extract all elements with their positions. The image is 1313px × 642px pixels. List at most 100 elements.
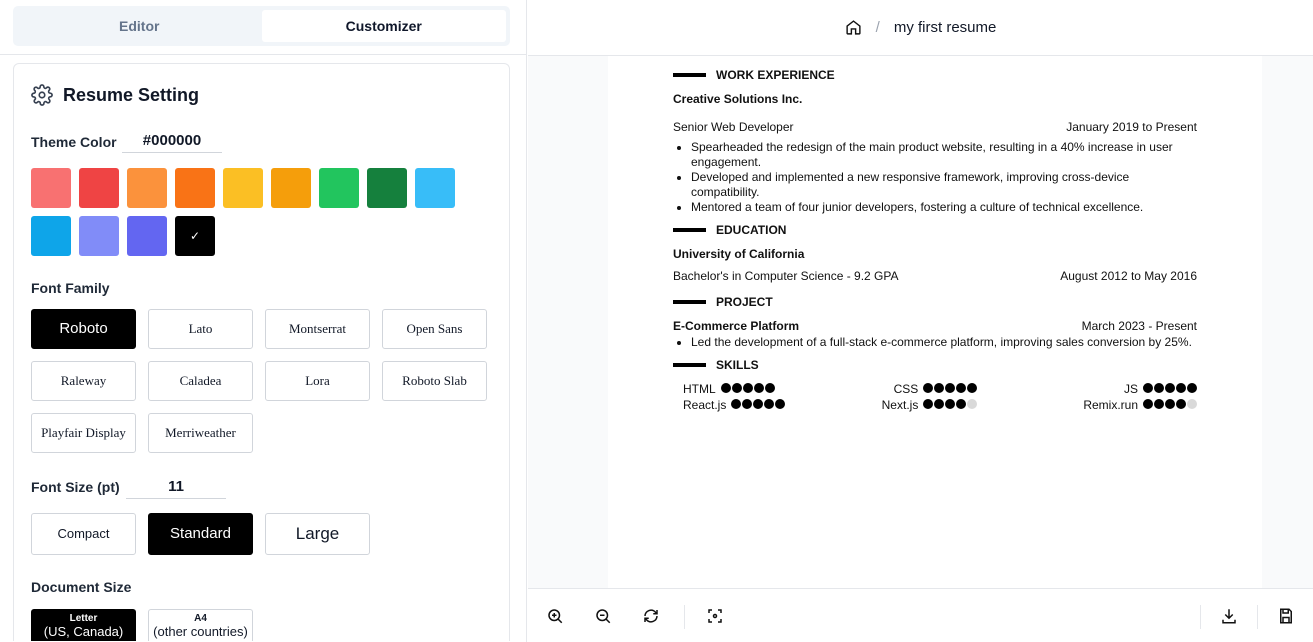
section-heading: WORK EXPERIENCE [673,68,1197,82]
project-date: March 2023 - Present [1081,319,1197,333]
font-size-label: Font Size (pt) [31,479,120,495]
font-option[interactable]: Merriweather [148,413,253,453]
rotate-icon[interactable] [642,607,660,625]
color-swatch[interactable] [223,168,263,208]
tab-editor[interactable]: Editor [119,18,160,34]
font-option[interactable]: Open Sans [382,309,487,349]
color-swatch[interactable] [319,168,359,208]
zoom-in-icon[interactable] [546,607,564,625]
rating-dot [731,399,742,409]
color-swatch[interactable] [175,168,215,208]
theme-color-label: Theme Color [31,134,117,150]
resume-setting-card: Resume Setting Theme Color #000000 ✓ Fon… [13,63,510,641]
rating-dot [775,399,786,409]
rating-dot [945,399,956,409]
font-option[interactable]: Caladea [148,361,253,401]
document-size-option[interactable]: A4 (other countries) [148,609,253,641]
font-option[interactable]: Roboto [31,309,136,349]
rating-dot [720,383,731,393]
rating-dot [1143,399,1153,409]
color-swatch[interactable] [31,216,71,256]
skill-name: Remix.run [1083,398,1138,412]
fit-screen-icon[interactable] [706,607,724,625]
home-icon[interactable] [845,19,862,36]
degree: Bachelor's in Computer Science - 9.2 GPA [673,269,899,283]
font-option[interactable]: Lato [148,309,253,349]
color-swatch[interactable] [271,168,311,208]
skill-item: Next.js [848,398,1023,412]
preview-panel: / my first resume WORK EXPERIENCE Creati… [528,0,1313,642]
color-swatch[interactable] [127,168,167,208]
rating-dot [956,399,967,409]
color-swatch[interactable] [79,216,119,256]
skill-rating [720,382,775,396]
rating-dot [742,383,753,393]
color-swatch[interactable] [367,168,407,208]
rating-dot [956,383,967,393]
rating-dot [1165,399,1175,409]
skill-rating [922,398,978,412]
theme-color-input[interactable]: #000000 [122,132,222,153]
rating-dot [1176,399,1186,409]
skill-item: React.js [673,398,848,412]
color-swatch[interactable] [31,168,71,208]
font-option[interactable]: Roboto Slab [382,361,487,401]
skill-rating [1142,398,1197,412]
rating-dot [967,383,978,393]
work-date: January 2019 to Present [1066,120,1197,134]
font-size-option[interactable]: Standard [148,513,253,555]
skill-item: Remix.run [1022,398,1197,412]
font-size-option[interactable]: Large [265,513,370,555]
font-size-option[interactable]: Compact [31,513,136,555]
company: Creative Solutions Inc. [673,92,803,106]
divider [0,54,526,55]
document-size-option[interactable]: Letter (US, Canada) [31,609,136,641]
skill-item: HTML [673,382,848,396]
document-size-subtitle: (US, Canada) [43,623,124,639]
rating-dot [923,383,934,393]
skill-rating [922,382,978,396]
rating-dot [1187,383,1197,393]
rating-dot [1154,383,1164,393]
section-heading: EDUCATION [673,223,1197,237]
color-swatch[interactable] [415,168,455,208]
rating-dot [923,399,934,409]
zoom-out-icon[interactable] [594,607,612,625]
skill-rating [730,398,786,412]
rating-dot [742,399,753,409]
skill-rating [1142,382,1197,396]
font-size-input[interactable]: 11 [126,478,226,499]
resume-title: my first resume [893,19,997,36]
skill-item: CSS [848,382,1023,396]
rating-dot [1187,399,1197,409]
resume-page: WORK EXPERIENCE Creative Solutions Inc. … [608,56,1262,588]
breadcrumb-separator: / [875,19,880,36]
role: Senior Web Developer [673,120,794,134]
document-size-subtitle: (other countries) [153,623,248,639]
rating-dot [753,399,764,409]
skill-name: HTML [683,382,716,396]
color-swatch[interactable] [127,216,167,256]
rating-dot [1176,383,1186,393]
font-option[interactable]: Lora [265,361,370,401]
font-option[interactable]: Raleway [31,361,136,401]
download-icon[interactable] [1220,607,1238,625]
font-option[interactable]: Playfair Display [31,413,136,453]
rating-dot [967,399,978,409]
document-size-title: Letter [69,613,98,624]
color-swatch[interactable] [79,168,119,208]
rating-dot [1154,399,1164,409]
rating-dot [934,399,945,409]
skill-name: React.js [683,398,727,412]
section-heading: SKILLS [673,358,1197,372]
color-swatch-selected[interactable]: ✓ [175,216,215,256]
rating-dot [764,383,775,393]
save-icon[interactable] [1277,607,1295,625]
gear-icon [31,84,53,106]
breadcrumb: / my first resume [528,0,1313,56]
tab-customizer[interactable]: Customizer [261,10,506,42]
rating-dot [753,383,764,393]
font-option[interactable]: Montserrat [265,309,370,349]
section-title: Resume Setting [63,84,200,105]
rating-dot [731,383,742,393]
